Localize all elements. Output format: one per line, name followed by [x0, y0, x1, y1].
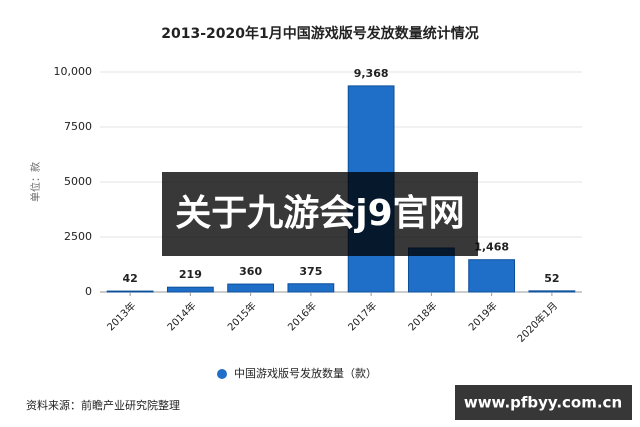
data-label: 1,468	[474, 241, 509, 254]
y-axis-label: 单位：款	[29, 162, 42, 202]
chart-title: 2013-2020年1月中国游戏版号发放数量统计情况	[161, 25, 478, 42]
y-tick-label: 2500	[64, 230, 92, 243]
data-label: 9,368	[354, 67, 389, 80]
data-label: 375	[299, 265, 322, 278]
url-box	[455, 385, 632, 420]
bar	[227, 283, 275, 293]
bar	[468, 259, 516, 293]
bar	[166, 286, 214, 293]
y-tick-label: 0	[85, 285, 92, 298]
url-text: www.pfbyy.com.cn	[464, 394, 622, 412]
legend-label: 中国游戏版号发放数量（款）	[234, 366, 377, 380]
data-label: 42	[122, 272, 137, 285]
source: 资料来源：前瞻产业研究院整理	[26, 398, 180, 412]
bar	[106, 290, 154, 293]
y-tick-label: 7500	[64, 120, 92, 133]
bar	[287, 283, 335, 293]
bar	[528, 290, 576, 293]
banner-text: 关于九游会j9官网	[175, 193, 464, 234]
legend-swatch	[217, 369, 227, 379]
y-tick-label: 5000	[64, 175, 92, 188]
data-label: 219	[179, 268, 202, 281]
y-tick-label: 10,000	[54, 65, 93, 78]
banner-box	[162, 172, 478, 256]
data-label: 360	[239, 265, 262, 278]
data-label: 52	[544, 272, 559, 285]
